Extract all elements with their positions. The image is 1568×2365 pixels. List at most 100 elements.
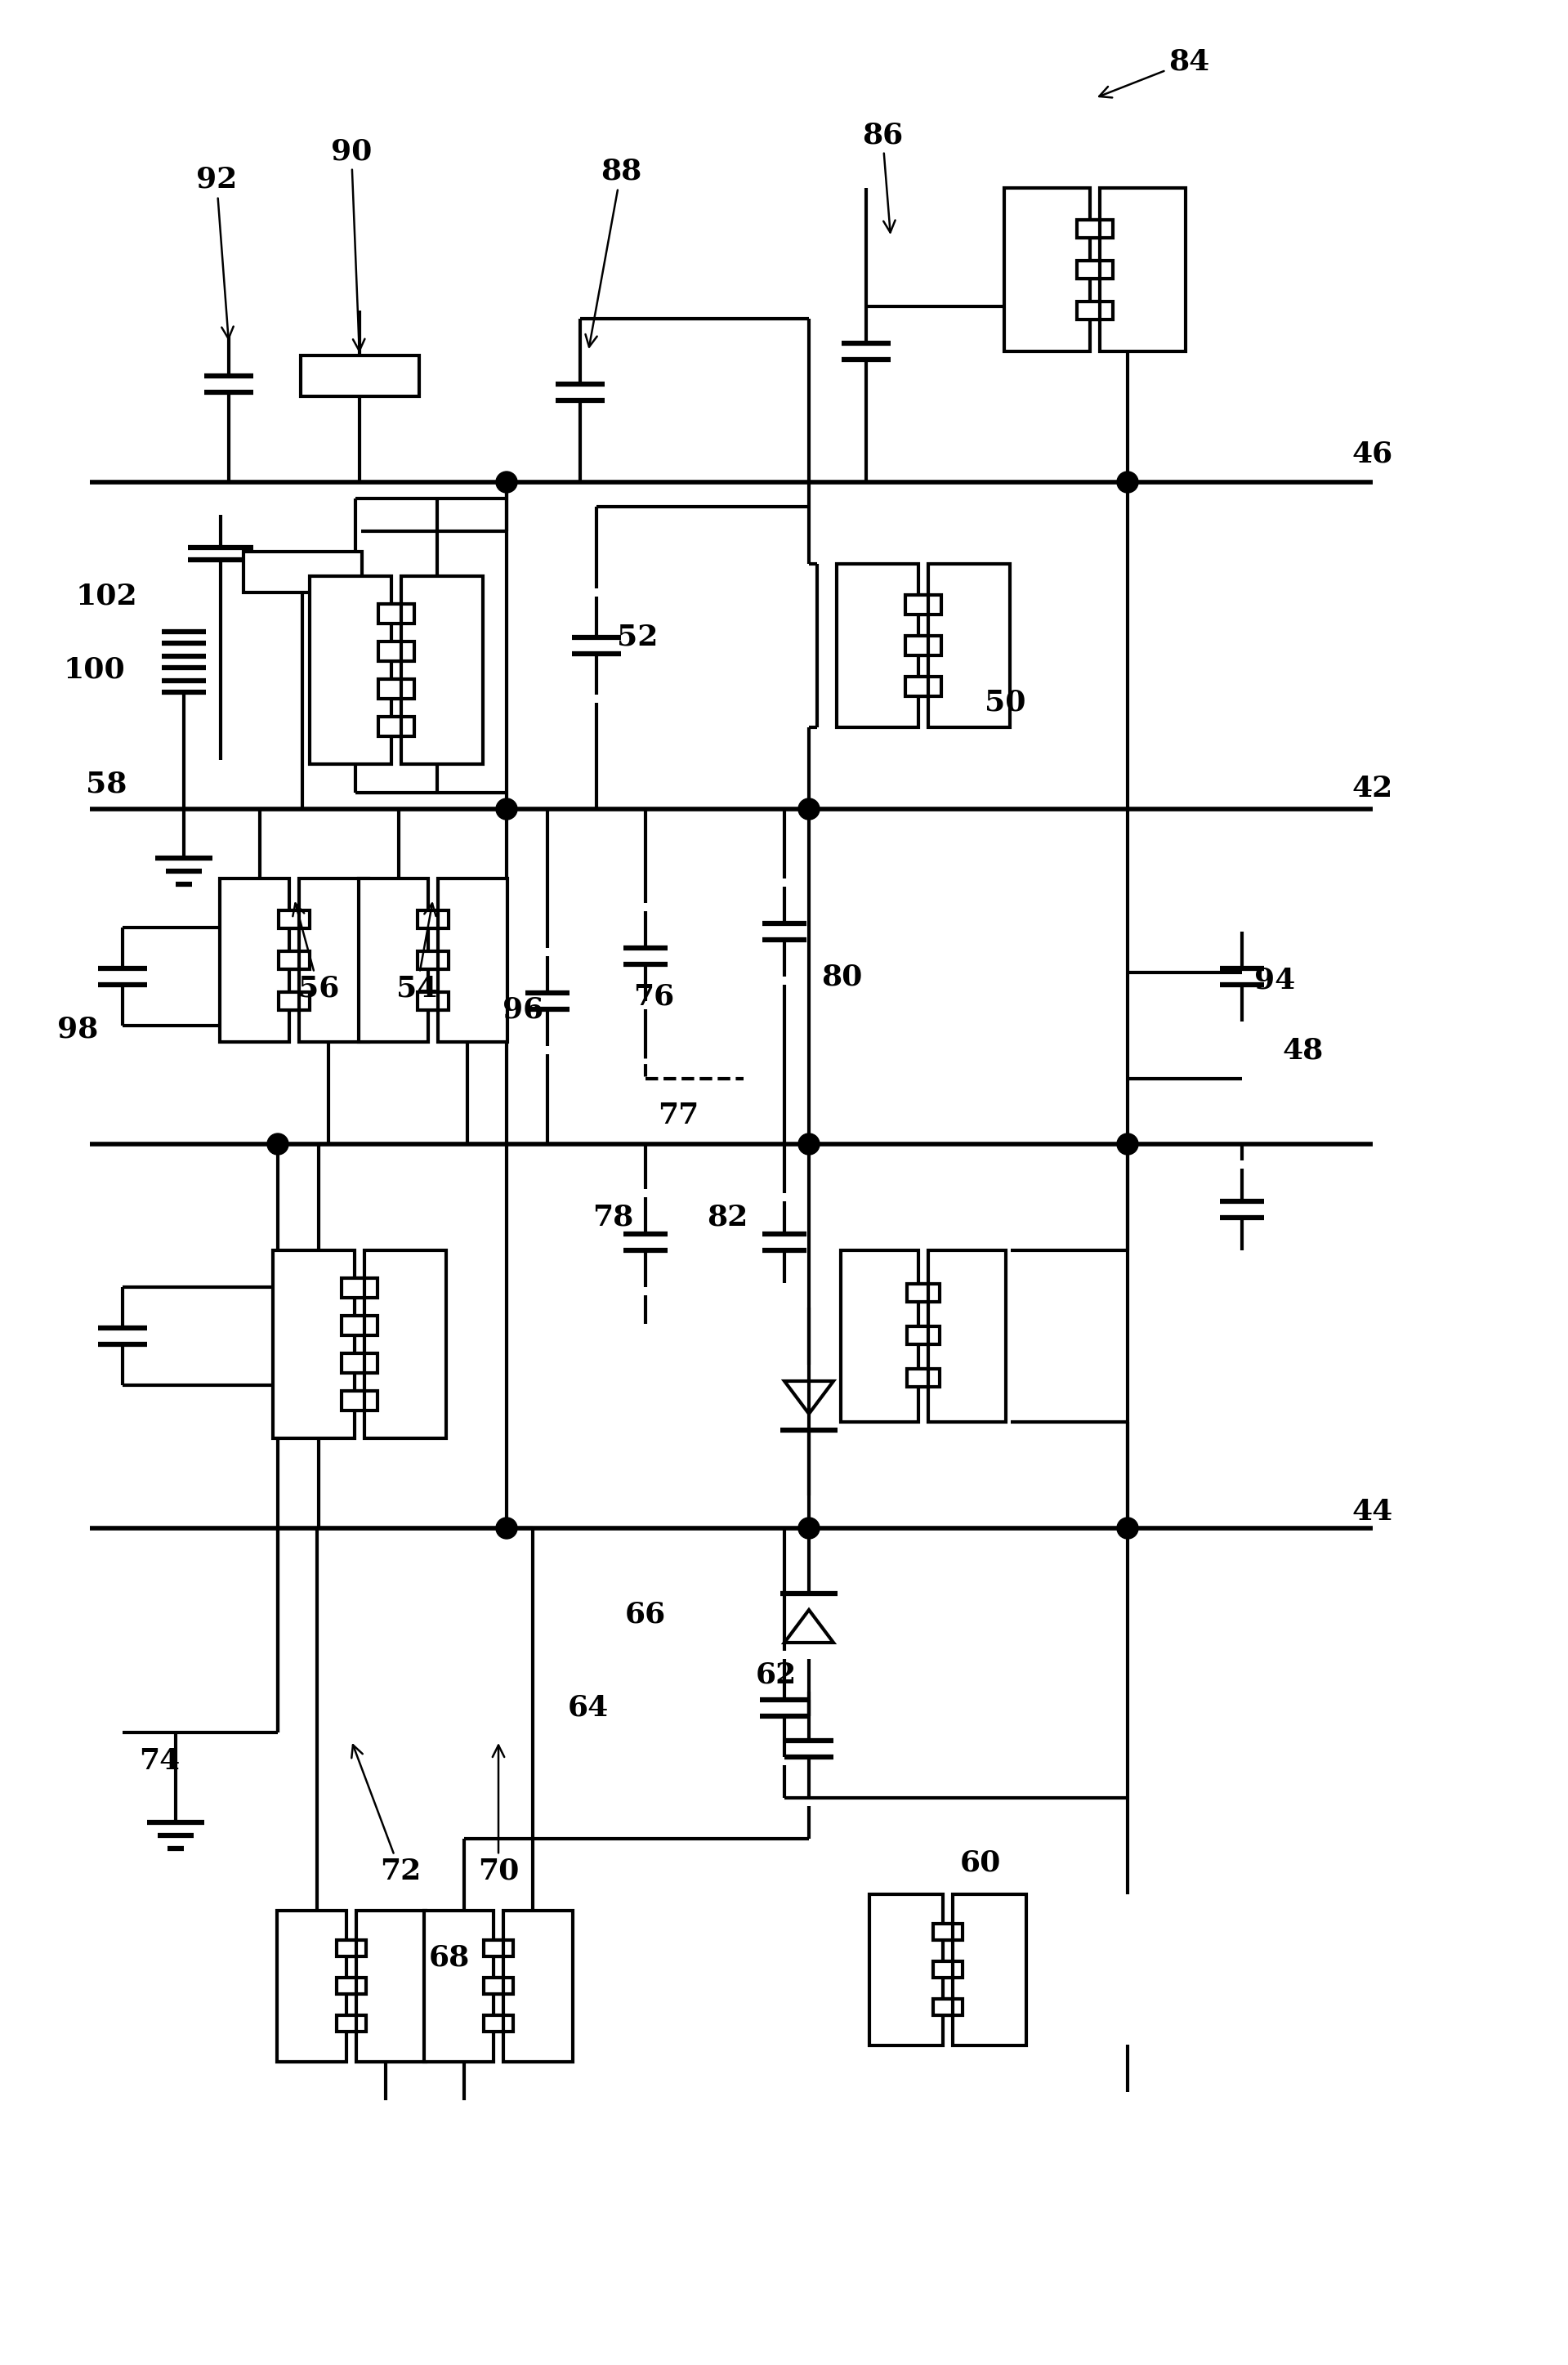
Bar — [919, 676, 941, 695]
Bar — [1090, 303, 1113, 319]
Bar — [359, 877, 428, 1043]
Bar — [342, 1277, 364, 1298]
Bar — [337, 1939, 356, 1956]
Bar — [364, 1251, 447, 1438]
Bar — [378, 641, 401, 662]
Bar — [417, 991, 437, 1010]
Bar — [483, 2015, 503, 2032]
Text: 72: 72 — [351, 1745, 420, 1885]
Bar — [289, 991, 309, 1010]
Bar — [220, 877, 289, 1043]
Text: 58: 58 — [86, 771, 127, 799]
Text: 46: 46 — [1352, 440, 1394, 468]
Bar — [428, 911, 448, 929]
Text: 60: 60 — [960, 1849, 1000, 1878]
Bar — [483, 1939, 503, 1956]
Bar — [906, 1284, 928, 1301]
Circle shape — [798, 1518, 820, 1540]
Bar — [356, 1911, 425, 2062]
Bar — [840, 1251, 919, 1421]
Text: 92: 92 — [196, 166, 237, 338]
Text: 76: 76 — [633, 984, 674, 1010]
Text: 50: 50 — [985, 688, 1025, 717]
Bar — [942, 1923, 963, 1939]
Text: 90: 90 — [331, 137, 372, 350]
Bar — [869, 1894, 942, 2046]
Text: 44: 44 — [1352, 1497, 1394, 1525]
Text: 84: 84 — [1099, 47, 1209, 97]
Text: 74: 74 — [140, 1748, 180, 1776]
Text: 77: 77 — [657, 1102, 699, 1130]
Bar — [279, 911, 299, 929]
Text: 94: 94 — [1254, 967, 1295, 996]
Bar — [837, 563, 919, 728]
Bar — [309, 577, 392, 764]
Bar — [378, 717, 401, 736]
Bar — [354, 1315, 378, 1336]
Bar — [494, 1939, 513, 1956]
Text: 52: 52 — [616, 624, 659, 650]
Bar — [342, 1391, 364, 1410]
Bar — [428, 951, 448, 970]
Bar — [401, 577, 483, 764]
Bar — [942, 1961, 963, 1977]
Text: 86: 86 — [862, 121, 903, 232]
Bar — [953, 1894, 1027, 2046]
Bar — [906, 1369, 928, 1386]
Bar — [1099, 187, 1185, 352]
Bar — [928, 1251, 1005, 1421]
Bar — [354, 1277, 378, 1298]
Bar — [354, 1353, 378, 1374]
Bar — [919, 1327, 939, 1343]
Text: 100: 100 — [63, 655, 125, 683]
Bar — [933, 1923, 953, 1939]
Circle shape — [495, 1518, 517, 1540]
Text: 70: 70 — [478, 1745, 519, 1885]
Bar — [347, 2015, 365, 2032]
Bar — [278, 1911, 347, 2062]
Bar — [919, 1369, 939, 1386]
Bar — [933, 1998, 953, 2015]
Bar — [1077, 303, 1099, 319]
Circle shape — [1116, 1518, 1138, 1540]
Text: 82: 82 — [707, 1204, 748, 1232]
Text: 98: 98 — [56, 1017, 99, 1043]
Bar — [423, 1911, 494, 2062]
Bar — [483, 1977, 503, 1994]
Bar — [279, 991, 299, 1010]
Text: 56: 56 — [293, 903, 339, 1003]
Bar — [392, 641, 414, 662]
Bar — [905, 596, 928, 615]
Text: 96: 96 — [502, 996, 544, 1024]
Bar — [279, 951, 299, 970]
Bar — [342, 1353, 364, 1374]
Bar — [494, 1977, 513, 1994]
Bar — [337, 2015, 356, 2032]
Circle shape — [798, 1133, 820, 1154]
Text: 102: 102 — [75, 582, 136, 610]
Text: 78: 78 — [593, 1204, 633, 1232]
Bar — [273, 1251, 354, 1438]
Bar — [392, 717, 414, 736]
Circle shape — [1116, 471, 1138, 492]
Bar — [299, 877, 368, 1043]
Bar — [378, 679, 401, 698]
Text: 68: 68 — [430, 1944, 470, 1970]
Bar — [905, 676, 928, 695]
Bar — [342, 1315, 364, 1336]
Circle shape — [495, 799, 517, 821]
Bar — [494, 2015, 513, 2032]
Bar — [919, 636, 941, 655]
Bar — [1090, 220, 1113, 239]
Bar — [933, 1961, 953, 1977]
Circle shape — [798, 799, 820, 821]
Circle shape — [495, 471, 517, 492]
Text: 66: 66 — [626, 1601, 666, 1627]
Bar — [942, 1998, 963, 2015]
Bar — [354, 1391, 378, 1410]
Bar — [928, 563, 1010, 728]
Bar — [378, 603, 401, 624]
Bar — [243, 551, 362, 594]
Bar — [905, 636, 928, 655]
Bar — [1090, 260, 1113, 279]
